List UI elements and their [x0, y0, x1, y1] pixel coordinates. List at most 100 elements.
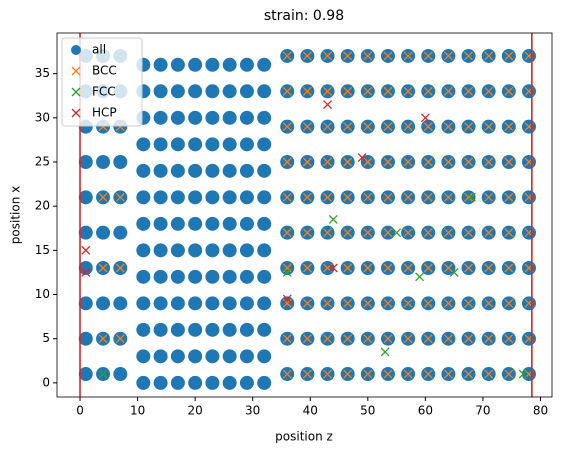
point	[257, 216, 272, 231]
point	[188, 57, 203, 72]
point	[136, 269, 151, 284]
point	[443, 228, 453, 238]
point	[323, 298, 332, 308]
point	[302, 157, 312, 167]
point	[115, 334, 125, 344]
point	[188, 190, 203, 205]
point	[328, 214, 338, 224]
point	[205, 190, 220, 205]
point	[78, 331, 93, 346]
point	[363, 122, 373, 132]
point	[170, 349, 185, 364]
point	[464, 334, 474, 344]
point	[403, 369, 413, 379]
point	[98, 369, 108, 379]
point	[323, 100, 332, 110]
y-tick-label: 0	[42, 375, 50, 389]
point	[239, 269, 254, 284]
point	[170, 137, 185, 152]
point	[188, 216, 203, 231]
point	[98, 192, 108, 202]
point	[302, 51, 312, 61]
y-tick-label: 10	[35, 287, 50, 301]
y-tick-label: 20	[35, 199, 50, 213]
point	[282, 294, 292, 304]
point	[282, 192, 292, 202]
point	[153, 375, 168, 390]
point	[257, 269, 272, 284]
point	[443, 122, 453, 132]
point	[205, 269, 220, 284]
point	[383, 369, 393, 379]
point	[484, 263, 494, 273]
point	[222, 216, 237, 231]
x-tick-label: 20	[187, 404, 202, 418]
point	[403, 263, 413, 273]
point	[323, 228, 332, 238]
y-tick-label: 25	[35, 154, 50, 168]
point	[403, 51, 413, 61]
point	[464, 51, 474, 61]
point	[423, 192, 433, 202]
point	[363, 228, 373, 238]
legend-box	[61, 37, 143, 127]
point	[78, 190, 93, 205]
point	[504, 122, 514, 132]
point	[78, 367, 93, 382]
point	[504, 86, 514, 96]
point	[282, 267, 292, 277]
point	[239, 57, 254, 72]
point	[78, 261, 93, 276]
point	[423, 228, 433, 238]
point	[403, 228, 413, 238]
point	[464, 192, 474, 202]
point	[518, 369, 528, 379]
point	[113, 367, 128, 382]
point	[443, 334, 453, 344]
point	[205, 349, 220, 364]
point	[323, 86, 332, 96]
point	[443, 263, 453, 273]
point	[188, 137, 203, 152]
point	[282, 51, 292, 61]
point	[323, 51, 332, 61]
point	[380, 347, 390, 357]
point	[257, 243, 272, 258]
point	[383, 86, 393, 96]
point	[239, 163, 254, 178]
point	[81, 245, 91, 255]
point	[188, 296, 203, 311]
point	[282, 334, 292, 344]
point	[443, 369, 453, 379]
point	[383, 192, 393, 202]
point	[257, 296, 272, 311]
legend-marker	[71, 45, 81, 55]
point	[403, 157, 413, 167]
point	[403, 298, 413, 308]
point	[205, 84, 220, 99]
point	[323, 122, 332, 132]
legend-marker	[71, 66, 81, 76]
point	[222, 57, 237, 72]
point	[383, 263, 393, 273]
point	[302, 298, 312, 308]
point	[78, 296, 93, 311]
point	[98, 334, 108, 344]
point	[302, 369, 312, 379]
point	[302, 228, 312, 238]
point	[222, 110, 237, 125]
point	[136, 137, 151, 152]
point	[403, 86, 413, 96]
point	[484, 51, 494, 61]
point	[343, 122, 353, 132]
point	[153, 296, 168, 311]
point	[205, 110, 220, 125]
point	[302, 263, 312, 273]
point	[257, 110, 272, 125]
legend-marker	[71, 108, 81, 118]
point	[383, 51, 393, 61]
point	[504, 228, 514, 238]
point	[363, 157, 373, 167]
point	[323, 369, 332, 379]
